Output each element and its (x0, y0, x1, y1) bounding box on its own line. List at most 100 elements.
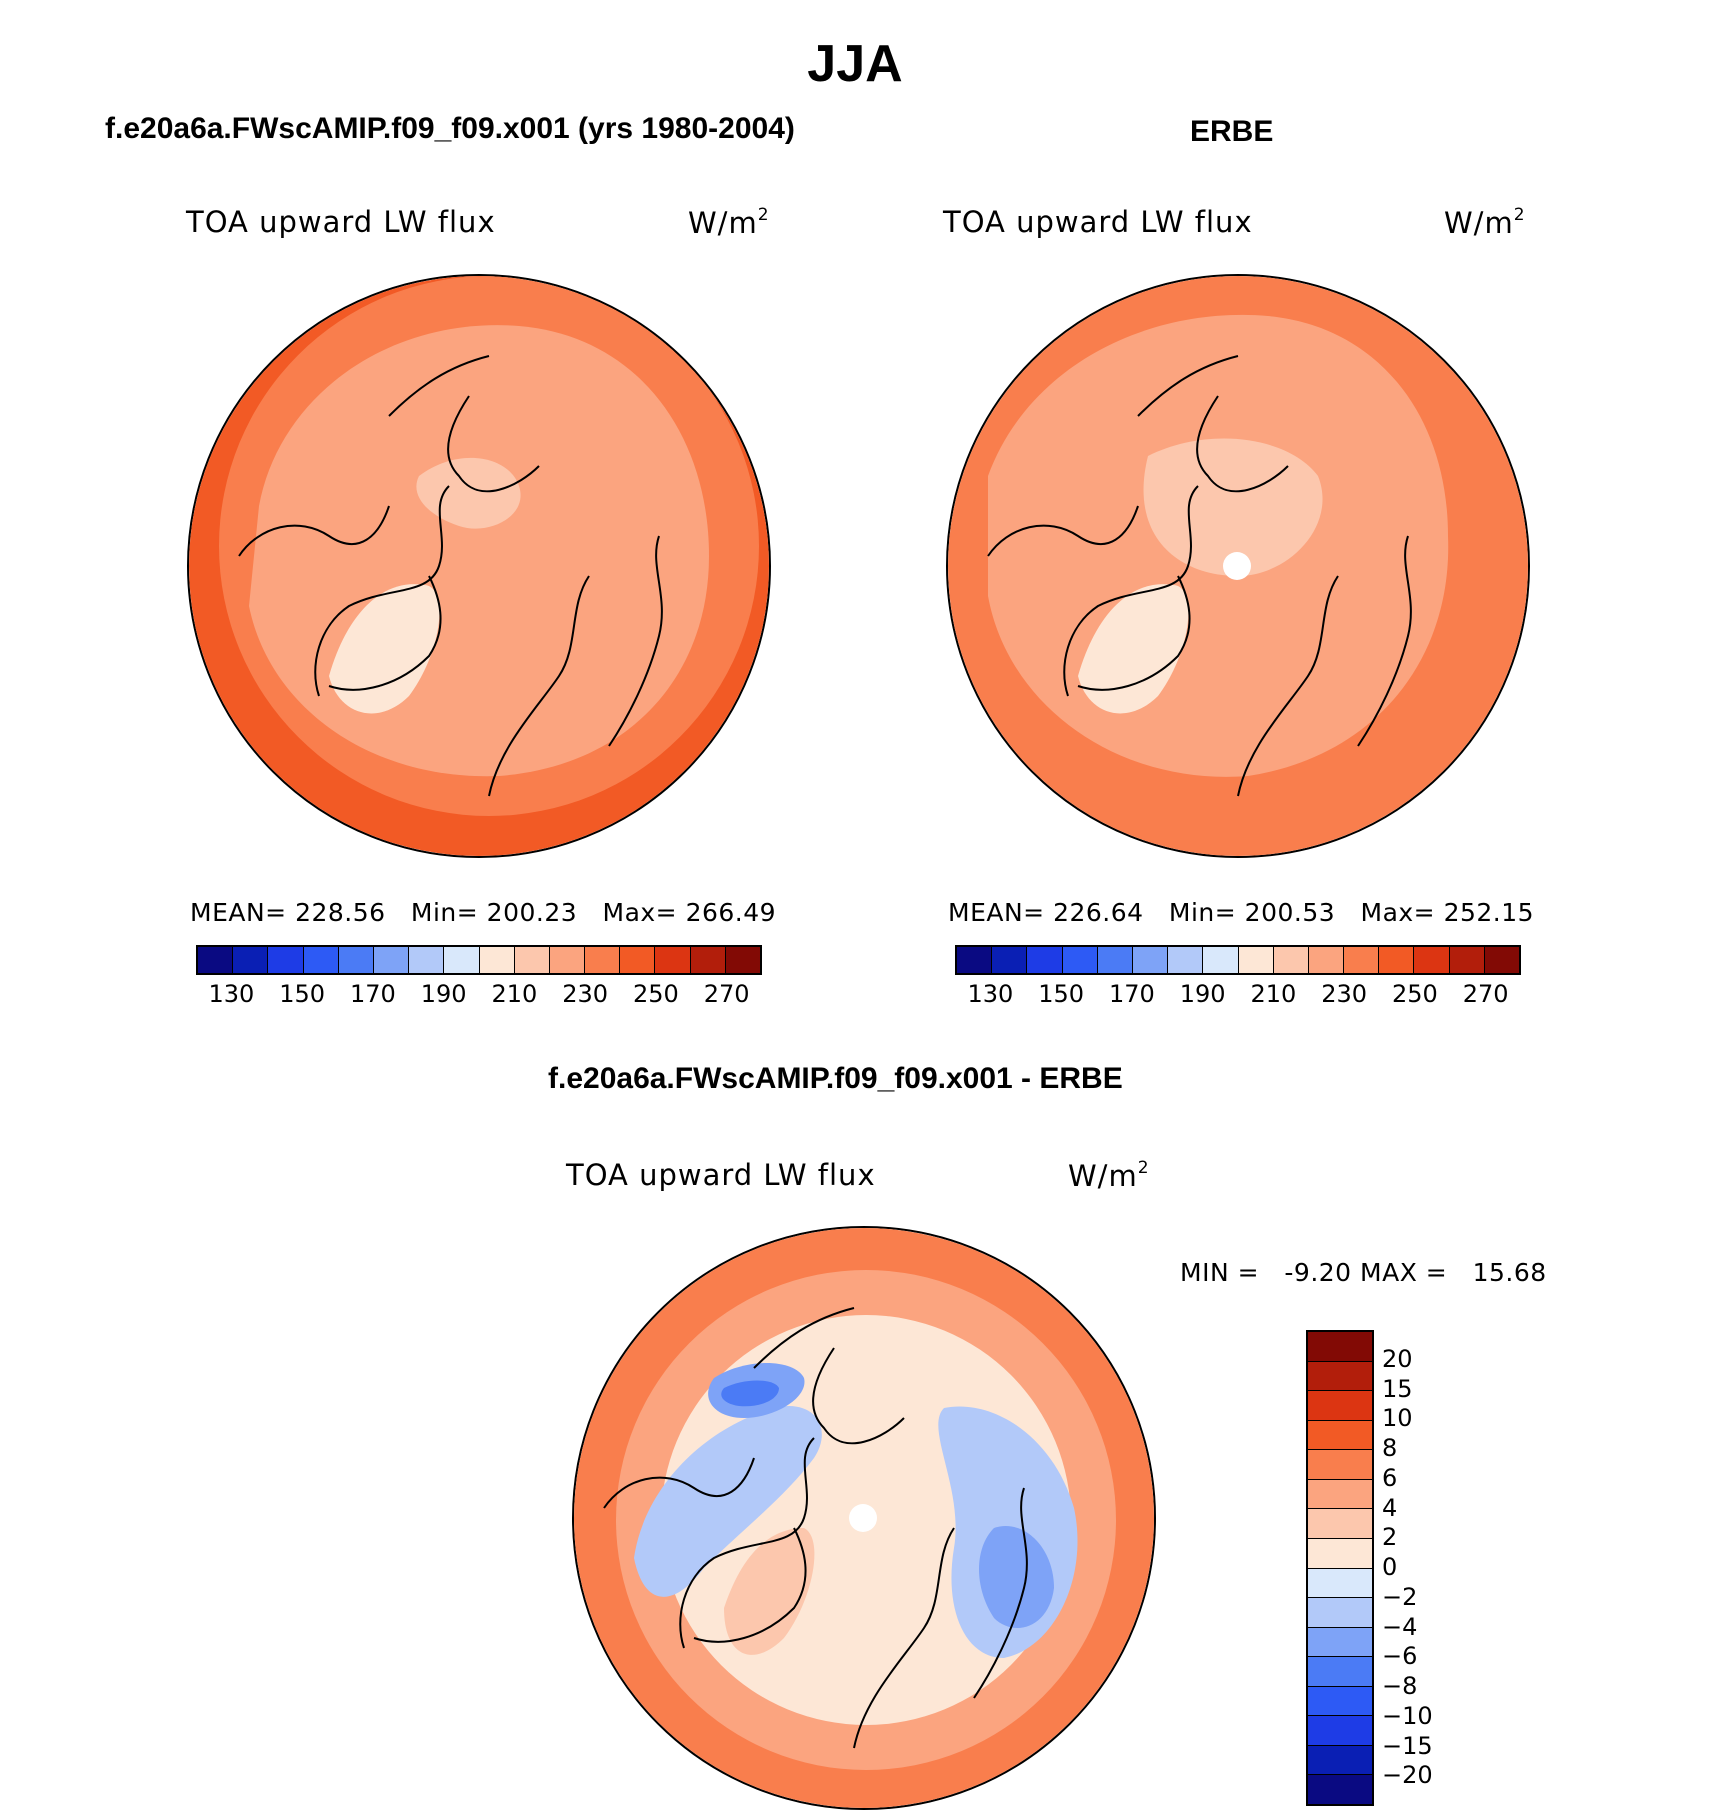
model-colorbar-swatch-8 (479, 947, 515, 973)
model-field-greenland (329, 584, 440, 714)
model-units-base: W/m (688, 206, 758, 240)
model-colorbar-swatch-14 (690, 947, 726, 973)
diff-colorbar-swatch-10 (1308, 1627, 1372, 1658)
model-polar-map (187, 274, 771, 858)
obs-min-value: 200.53 (1244, 898, 1336, 927)
model-units-label: W/m2 (688, 205, 770, 240)
diff-colorbar-swatch-14 (1308, 1745, 1372, 1776)
diff-colorbar-label-10: −6 (1382, 1642, 1418, 1671)
model-colorbar-ticks-label-1: 150 (279, 980, 326, 1008)
model-colorbar-swatch-7 (444, 947, 480, 973)
diff-colorbar-swatch-0 (1308, 1332, 1372, 1362)
model-colorbar-ticks-label-3: 190 (420, 980, 467, 1008)
obs-colorbar-ticks-label-4: 210 (1250, 980, 1297, 1008)
model-colorbar-ticks: 130 150 170 190 210 230 250 270 (196, 980, 762, 1010)
model-map-field (189, 276, 769, 856)
obs-panel-title: ERBE (1190, 115, 1274, 148)
model-max-value: 266.49 (685, 898, 777, 927)
obs-colorbar-swatch-12 (1379, 947, 1415, 973)
model-colorbar-swatch-10 (549, 947, 586, 973)
model-colorbar-swatch-5 (373, 947, 410, 973)
model-variable-label: TOA upward LW flux (186, 205, 496, 239)
model-colorbar-ticks-label-0: 130 (208, 980, 255, 1008)
obs-mean-label: MEAN= (948, 898, 1045, 927)
diff-field-positive-green (724, 1528, 815, 1655)
diff-colorbar-swatch-3 (1308, 1420, 1372, 1451)
diff-colorbar-label-1: 15 (1382, 1374, 1413, 1403)
obs-max-label: Max= (1360, 898, 1436, 927)
obs-colorbar-swatch-7 (1203, 947, 1239, 973)
main-title: JJA (807, 35, 903, 93)
obs-colorbar-swatch-4 (1097, 947, 1133, 973)
model-field-center (416, 457, 521, 529)
obs-colorbar-swatch-8 (1238, 947, 1274, 973)
obs-colorbar-ticks-label-3: 190 (1179, 980, 1226, 1008)
model-colorbar-swatch-1 (233, 947, 269, 973)
diff-max-value: 15.68 (1472, 1258, 1547, 1287)
diff-units-label: W/m2 (1068, 1158, 1150, 1193)
diff-colorbar-swatch-1 (1308, 1361, 1372, 1392)
diff-colorbar-label-4: 6 (1382, 1463, 1398, 1492)
diff-polar-map (572, 1226, 1156, 1810)
model-colorbar (196, 945, 762, 975)
diff-colorbar-label-8: −2 (1382, 1582, 1418, 1611)
obs-colorbar-ticks-label-7: 270 (1462, 980, 1509, 1008)
diff-map-field (574, 1228, 1154, 1808)
diff-colorbar-swatch-6 (1308, 1509, 1372, 1539)
model-panel-title: f.e20a6a.FWscAMIP.f09_f09.x001 (yrs 1980… (105, 112, 795, 145)
diff-colorbar-swatch-11 (1308, 1657, 1372, 1687)
model-colorbar-ticks-label-4: 210 (491, 980, 538, 1008)
diff-field-negative-c (979, 1526, 1054, 1628)
obs-polar-map (946, 274, 1530, 858)
obs-colorbar (955, 945, 1521, 975)
obs-coastlines (987, 355, 1412, 797)
model-colorbar-swatch-4 (338, 947, 374, 973)
obs-colorbar-swatch-9 (1273, 947, 1309, 973)
obs-pole-hole (1223, 552, 1251, 580)
model-min-value: 200.23 (486, 898, 578, 927)
diff-colorbar-label-9: −4 (1382, 1612, 1418, 1641)
diff-colorbar-swatch-9 (1308, 1598, 1372, 1628)
obs-colorbar-swatch-10 (1308, 947, 1345, 973)
diff-colorbar-label-13: −15 (1382, 1731, 1433, 1760)
diff-colorbar-ticks: 20 15 10 8 6 4 2 0 −2 −4 −6 −8 −10 −15 −20 (1382, 1330, 1462, 1806)
diff-units-base: W/m (1068, 1159, 1138, 1193)
obs-colorbar-swatch-14 (1449, 947, 1485, 973)
diff-colorbar-label-12: −10 (1382, 1701, 1433, 1730)
model-colorbar-ticks-label-5: 230 (562, 980, 609, 1008)
obs-colorbar-swatch-11 (1344, 947, 1380, 973)
obs-map-field (948, 276, 1528, 856)
diff-colorbar-swatch-4 (1308, 1450, 1372, 1480)
diff-colorbar-label-5: 4 (1382, 1493, 1398, 1522)
diff-colorbar-label-11: −8 (1382, 1672, 1418, 1700)
model-colorbar-swatch-15 (725, 947, 760, 973)
obs-colorbar-ticks-label-5: 230 (1321, 980, 1368, 1008)
diff-colorbar-swatch-5 (1308, 1479, 1372, 1510)
diff-colorbar-swatch-13 (1308, 1716, 1372, 1746)
diff-colorbar-label-14: −20 (1382, 1761, 1433, 1790)
obs-colorbar-ticks-label-0: 130 (967, 980, 1014, 1008)
model-colorbar-ticks-label-2: 170 (349, 980, 396, 1008)
model-colorbar-ticks-label-7: 270 (703, 980, 750, 1008)
obs-mean-value: 226.64 (1053, 898, 1144, 927)
model-colorbar-swatch-0 (198, 947, 234, 973)
obs-colorbar-ticks: 130 150 170 190 210 230 250 270 (955, 980, 1521, 1010)
obs-colorbar-swatch-6 (1168, 947, 1204, 973)
obs-colorbar-swatch-0 (957, 947, 993, 973)
obs-colorbar-ticks-label-1: 150 (1038, 980, 1085, 1008)
diff-colorbar-label-0: 20 (1382, 1344, 1413, 1373)
obs-max-value: 252.15 (1443, 898, 1535, 927)
model-colorbar-swatch-13 (655, 947, 691, 973)
model-colorbar-swatch-3 (303, 947, 339, 973)
obs-field-center (1143, 438, 1323, 576)
diff-variable-label: TOA upward LW flux (566, 1158, 876, 1192)
diff-colorbar-swatch-15 (1308, 1775, 1372, 1804)
diff-colorbar-label-3: 8 (1382, 1434, 1398, 1462)
diff-field-negative-e (721, 1380, 779, 1407)
obs-colorbar-swatch-2 (1027, 947, 1063, 973)
diff-max-label: MAX = (1360, 1258, 1448, 1287)
obs-units-exp: 2 (1513, 205, 1526, 225)
model-coastlines (238, 355, 663, 797)
diff-coastlines (603, 1307, 1028, 1749)
diff-colorbar-swatch-8 (1308, 1568, 1372, 1599)
